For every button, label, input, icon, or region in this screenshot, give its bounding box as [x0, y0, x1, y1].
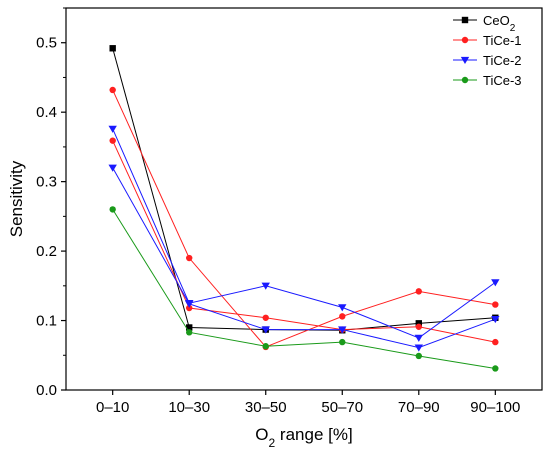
data-point-tice-1 — [186, 304, 193, 312]
x-axis-title-rest: range [%] — [275, 425, 353, 444]
data-point-tice-2 — [338, 326, 347, 334]
data-point-tice-2 — [338, 304, 347, 312]
data-point-tice-2 — [414, 344, 423, 352]
data-point-tice-3 — [262, 343, 269, 350]
legend-label-tice-3: TiCe-3 — [483, 73, 522, 88]
x-tick-label: 90–100 — [470, 399, 520, 416]
series-line-tice-1 — [112, 89, 496, 348]
x-tick-label: 70–90 — [398, 399, 440, 416]
data-point-tice-3 — [186, 329, 193, 336]
y-tick-label: 0.1 — [36, 313, 57, 330]
x-tick-label: 30–50 — [245, 399, 287, 416]
data-point-tice-1 — [109, 86, 116, 94]
x-axis-title: O2 range [%] — [255, 425, 352, 450]
legend-item-tice-3: TiCe-3 — [453, 73, 522, 88]
data-point-tice-2 — [185, 300, 194, 308]
y-tick-label: 0.0 — [36, 382, 57, 399]
y-tick-label: 0.4 — [36, 104, 57, 121]
legend-label-ceo2: CeO2 — [483, 13, 516, 34]
legend-label-tice-1: TiCe-1 — [483, 33, 522, 48]
data-point-tice-3 — [492, 365, 499, 372]
data-point-tice-1 — [339, 313, 346, 320]
data-point-tice-2 — [414, 334, 423, 342]
data-point-tice-2 — [261, 282, 270, 290]
data-point-tice-2 — [261, 326, 270, 334]
x-tick-label: 50–70 — [321, 399, 363, 416]
legend-marker-tice-2 — [460, 56, 470, 64]
legend-marker-tice-3 — [461, 76, 469, 84]
legend-marker-ceo2 — [461, 16, 469, 24]
legend-marker-tice-1 — [461, 36, 469, 44]
series-tice-1 — [109, 86, 499, 351]
data-point-tice-2 — [491, 279, 500, 287]
data-point-tice-3 — [415, 352, 422, 360]
y-axis: 0.0 0.1 0.2 0.3 0.4 0.5 — [36, 7, 66, 399]
data-point-tice-1 — [415, 323, 422, 330]
x-axis-title-subscript: 2 — [269, 436, 276, 450]
series-line-tice-2 — [112, 128, 496, 339]
data-point-tice-3 — [109, 206, 116, 213]
series-line-tice-2 — [112, 167, 496, 349]
legend-label-tice-2: TiCe-2 — [483, 53, 522, 68]
data-point-ceo2 — [186, 324, 193, 331]
legend-item-tice-2: TiCe-2 — [453, 53, 522, 68]
x-tick-label: 10–30 — [168, 399, 210, 416]
y-tick-label: 0.5 — [36, 35, 57, 52]
data-point-tice-1 — [492, 338, 499, 346]
legend-item-tice-1: TiCe-1 — [453, 33, 522, 48]
x-axis-title-main: O — [255, 425, 268, 444]
data-point-tice-1 — [262, 314, 269, 321]
x-tick-label: 0–10 — [96, 399, 129, 416]
data-point-tice-2 — [108, 164, 117, 172]
y-tick-label: 0.3 — [36, 174, 57, 191]
plot-content — [108, 45, 500, 372]
data-point-tice-3 — [339, 338, 346, 346]
series-tice-3 — [109, 206, 499, 372]
legend-item-ceo2: CeO2 — [453, 13, 516, 34]
plot-frame — [65, 7, 543, 391]
series-tice-2 — [108, 125, 500, 352]
series-line-tice-1 — [112, 140, 496, 343]
data-point-tice-2 — [491, 316, 500, 324]
x-axis: 0–10 10–30 30–50 50–70 70–90 90–100 — [96, 390, 520, 416]
data-point-ceo2 — [415, 320, 422, 327]
data-point-ceo2 — [109, 45, 116, 52]
y-tick-label: 0.2 — [36, 243, 57, 260]
series-line-ceo2 — [112, 48, 496, 331]
data-point-tice-2 — [108, 125, 117, 133]
data-point-tice-1 — [109, 137, 116, 144]
y-axis-title: Sensitivity — [7, 160, 26, 237]
series-ceo2 — [109, 45, 499, 334]
series-line-tice-3 — [112, 209, 496, 369]
data-point-tice-1 — [415, 288, 422, 295]
data-point-tice-1 — [492, 301, 499, 308]
legend: CeO2 TiCe-1 TiCe-2 TiCe-3 — [453, 13, 522, 88]
data-point-tice-1 — [186, 254, 193, 262]
